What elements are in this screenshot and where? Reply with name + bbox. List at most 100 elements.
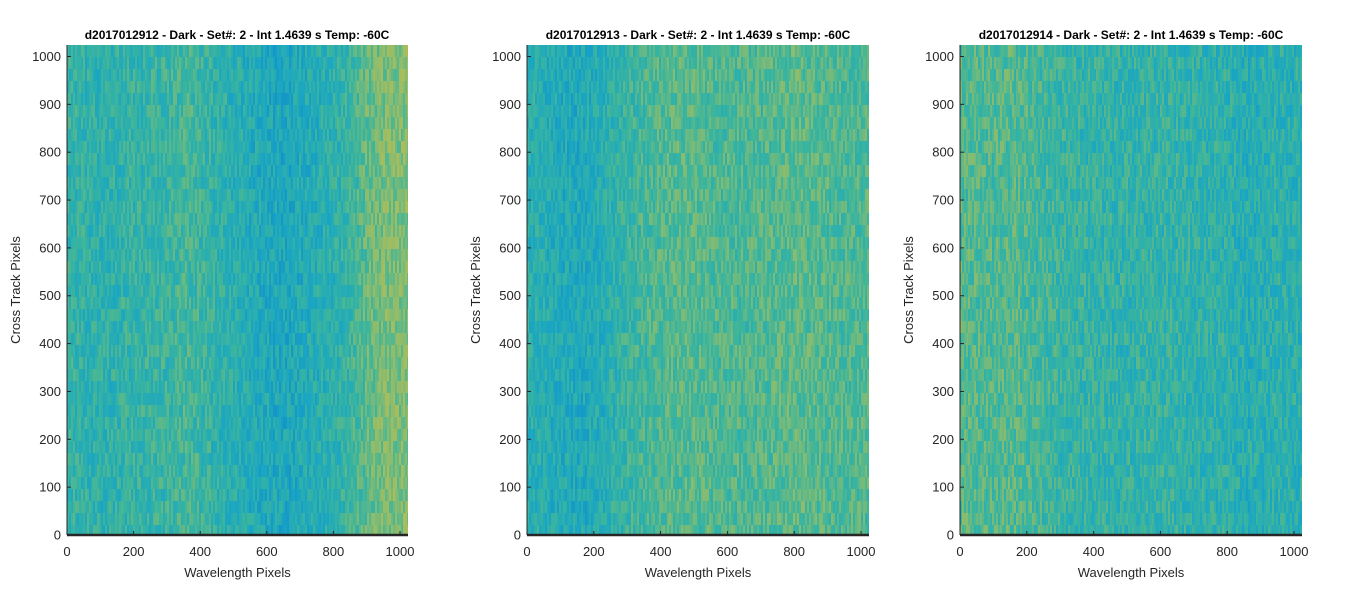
heatmap-cell bbox=[193, 165, 196, 178]
heatmap-cell bbox=[239, 417, 242, 432]
heatmap-cell bbox=[151, 177, 154, 190]
heatmap-cell bbox=[133, 525, 136, 535]
heatmap-cell bbox=[141, 273, 144, 286]
heatmap-cell bbox=[91, 69, 94, 86]
heatmap-cell bbox=[223, 525, 226, 535]
heatmap-cell bbox=[143, 69, 146, 86]
heatmap-cell bbox=[241, 189, 244, 204]
heatmap-cell bbox=[201, 249, 204, 264]
heatmap-cell bbox=[297, 393, 300, 406]
heatmap-cell bbox=[257, 381, 260, 394]
heatmap-cell bbox=[303, 501, 306, 518]
heatmap-cell bbox=[207, 177, 210, 195]
heatmap-cell bbox=[87, 357, 90, 370]
heatmap-cell bbox=[143, 81, 146, 95]
heatmap-cell bbox=[151, 297, 154, 311]
heatmap-cell bbox=[179, 333, 182, 346]
heatmap-cell bbox=[281, 357, 284, 375]
heatmap-cell bbox=[159, 45, 162, 61]
heatmap-cell bbox=[187, 93, 190, 110]
heatmap-cell bbox=[135, 201, 138, 216]
heatmap-cell bbox=[179, 237, 182, 251]
heatmap-cell bbox=[241, 153, 244, 168]
heatmap-cell bbox=[303, 417, 306, 434]
heatmap-cell bbox=[275, 369, 278, 382]
heatmap-cell bbox=[199, 117, 202, 132]
heatmap-cell bbox=[257, 117, 260, 130]
heatmap-cell bbox=[267, 93, 270, 106]
heatmap-cell bbox=[227, 273, 230, 286]
heatmap-cell bbox=[127, 393, 130, 406]
heatmap-cell bbox=[183, 141, 186, 155]
heatmap-cell bbox=[169, 441, 172, 459]
heatmap-cell bbox=[295, 297, 298, 312]
heatmap-cell bbox=[189, 357, 192, 370]
heatmap-cell bbox=[153, 201, 156, 217]
heatmap-cell bbox=[89, 273, 92, 286]
heatmap-cell bbox=[207, 501, 210, 515]
heatmap-cell bbox=[135, 285, 138, 300]
heatmap-cell bbox=[137, 81, 140, 95]
heatmap-cell bbox=[215, 489, 218, 507]
heatmap-cell bbox=[155, 249, 158, 267]
heatmap-cell bbox=[213, 285, 216, 298]
heatmap-cell bbox=[109, 345, 112, 361]
heatmap-cell bbox=[159, 357, 162, 371]
heatmap-cell bbox=[75, 45, 78, 60]
heatmap-cell bbox=[139, 417, 142, 433]
heatmap-cell bbox=[223, 369, 226, 386]
heatmap-cell bbox=[95, 357, 98, 370]
heatmap-cell bbox=[99, 501, 102, 518]
heatmap-cell bbox=[93, 501, 96, 517]
heatmap-cell bbox=[105, 153, 108, 171]
heatmap-cell bbox=[89, 213, 92, 229]
heatmap-cell bbox=[245, 369, 248, 382]
heatmap-cell bbox=[155, 357, 158, 370]
heatmap-cell bbox=[245, 513, 248, 528]
heatmap-cell bbox=[173, 405, 176, 422]
heatmap-cell bbox=[113, 261, 116, 277]
heatmap-cell bbox=[137, 453, 140, 466]
heatmap-cell bbox=[77, 105, 80, 123]
heatmap-cell bbox=[217, 189, 220, 202]
heatmap-cell bbox=[205, 441, 208, 455]
heatmap-cell bbox=[235, 177, 238, 191]
heatmap-cell bbox=[155, 453, 158, 469]
heatmap-cell bbox=[123, 189, 126, 202]
heatmap-cell bbox=[295, 189, 298, 202]
heatmap-cell bbox=[79, 93, 82, 106]
heatmap-cell bbox=[277, 333, 280, 349]
heatmap-cell bbox=[73, 297, 76, 312]
heatmap-cell bbox=[233, 525, 236, 535]
heatmap-cell bbox=[121, 441, 124, 456]
heatmap-cell bbox=[101, 261, 104, 275]
heatmap-cell bbox=[201, 69, 204, 87]
heatmap-cell bbox=[101, 381, 104, 398]
heatmap-cell bbox=[259, 513, 262, 529]
heatmap-cell bbox=[115, 45, 118, 61]
heatmap-cell bbox=[283, 237, 286, 254]
heatmap-cell bbox=[265, 417, 268, 435]
heatmap-cell bbox=[97, 309, 100, 323]
heatmap-cell bbox=[203, 441, 206, 459]
heatmap-cell bbox=[179, 189, 182, 206]
heatmap-cell bbox=[279, 429, 282, 442]
heatmap-cell bbox=[257, 69, 260, 87]
heatmap-cell bbox=[71, 405, 74, 423]
heatmap-cell bbox=[239, 261, 242, 277]
heatmap-cell bbox=[295, 177, 298, 193]
heatmap-cell bbox=[201, 81, 204, 98]
heatmap-cell bbox=[189, 429, 192, 443]
heatmap-cell bbox=[139, 321, 142, 335]
heatmap-cell bbox=[95, 285, 98, 299]
heatmap-cell bbox=[171, 309, 174, 324]
heatmap-cell bbox=[183, 429, 186, 445]
heatmap-cell bbox=[205, 405, 208, 423]
heatmap-cell bbox=[171, 273, 174, 287]
heatmap-cell bbox=[89, 441, 92, 454]
heatmap-cell bbox=[217, 69, 220, 87]
heatmap-cell bbox=[291, 429, 294, 445]
heatmap-cell bbox=[227, 117, 230, 132]
heatmap-cell bbox=[71, 453, 74, 469]
heatmap-cell bbox=[109, 153, 112, 170]
